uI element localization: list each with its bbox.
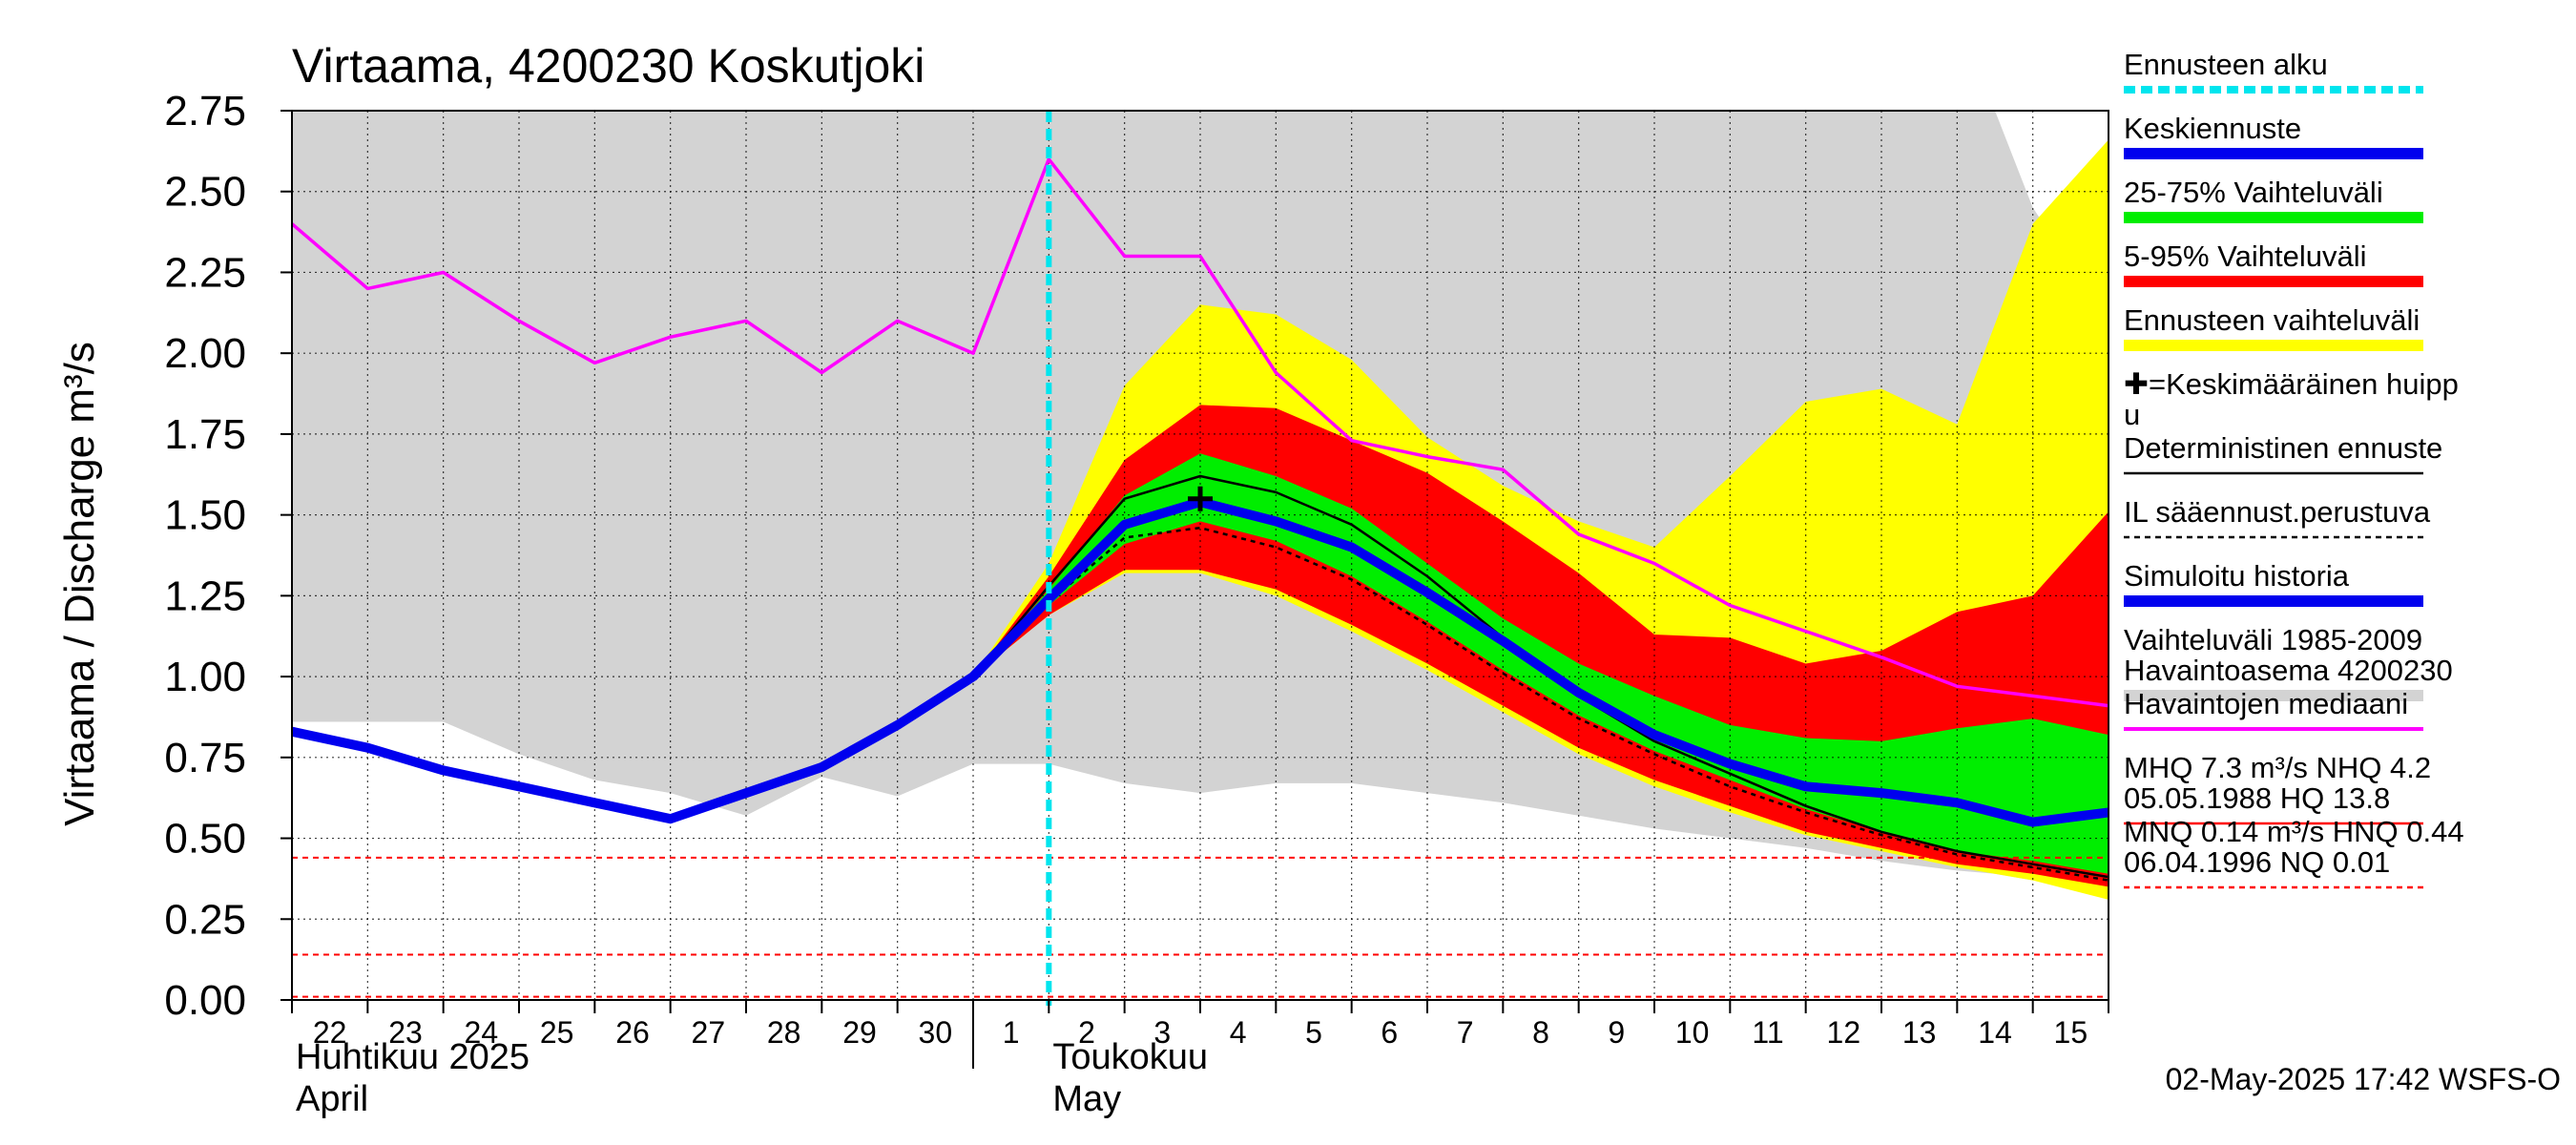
plot-area (291, 110, 2109, 1006)
x-tick-label: 3 (1153, 1015, 1171, 1050)
month-label-fi: Huhtikuu 2025 (296, 1037, 530, 1077)
x-tick-label: 15 (2054, 1015, 2088, 1050)
x-tick-label: 23 (388, 1015, 423, 1050)
x-tick-label: 8 (1532, 1015, 1549, 1050)
x-tick-label: 27 (692, 1015, 726, 1050)
x-tick-label: 2 (1078, 1015, 1095, 1050)
month-label-en: April (296, 1079, 368, 1119)
x-tick-label: 28 (767, 1015, 801, 1050)
x-tick-label: 29 (842, 1015, 877, 1050)
x-tick-label: 6 (1381, 1015, 1398, 1050)
legend-label-ennusteen-vaihteluva-li: Ennusteen vaihteluväli (2124, 303, 2420, 337)
legend-label-ennusteen-alku: Ennusteen alku (2124, 48, 2328, 81)
legend-label-havaintojen-mediaani: Havaintojen mediaani (2124, 687, 2408, 720)
x-tick-label: 1 (1003, 1015, 1020, 1050)
y-axis: 0.00 0.25 0.50 0.75 1.00 1.25 1.50 1.75 2.00 2.25… (164, 88, 292, 1024)
legend-label-5-95-vaihteluva-li: 5-95% Vaihteluväli (2124, 239, 2366, 273)
legend-label-deterministinen-ennuste: Deterministinen ennuste (2124, 431, 2442, 465)
y-axis-label: Virtaama / Discharge m³/s (56, 342, 103, 826)
series-line-havaintojen-mediaani (292, 157, 2109, 708)
x-tick-label: 12 (1827, 1015, 1861, 1050)
legend-label-keskima-a-ra-inen-huipp: ✚=Keskimääräinen huipp (2124, 367, 2459, 401)
series-line-keskiennuste (969, 497, 2109, 827)
y-tick-label: 2.75 (164, 88, 246, 135)
y-tick-label: 2.50 (164, 169, 246, 216)
legend-label-05-05-1988-hq-13-8: 05.05.1988 HQ 13.8 (2124, 781, 2390, 815)
legend-label-25-75-vaihteluva-li: 25-75% Vaihteluväli (2124, 176, 2383, 209)
x-axis: 22 23 24 25 26 27 28 29 30 1 2 3 4 5 6 7 8 9 10 11 12 13 14 15H… (291, 1000, 2109, 1119)
legend-label-havaintoasema-4200230: Havaintoasema 4200230 (2124, 654, 2453, 687)
month-label-fi: Toukokuu (1052, 1037, 1208, 1077)
legend: Ennusteen alku Keskiennuste 25-75% Vaihtel… (2124, 48, 2464, 889)
legend-label-keskiennuste: Keskiennuste (2124, 112, 2301, 145)
series-line-simuloitu-historia (292, 595, 1052, 824)
peak-marker (1188, 486, 1213, 511)
y-tick-label: 0.00 (164, 977, 246, 1024)
y-tick-label: 1.50 (164, 492, 246, 539)
x-tick-label: 4 (1230, 1015, 1247, 1050)
y-tick-label: 2.25 (164, 249, 246, 296)
y-tick-label: 2.00 (164, 330, 246, 377)
footer-timestamp: 02-May-2025 17:42 WSFS-O (2166, 1062, 2561, 1096)
y-tick-label: 1.25 (164, 572, 246, 619)
x-tick-label: 7 (1457, 1015, 1474, 1050)
y-tick-label: 1.75 (164, 411, 246, 458)
x-tick-label: 25 (540, 1015, 574, 1050)
x-tick-label: 22 (313, 1015, 347, 1050)
x-tick-label: 9 (1608, 1015, 1625, 1050)
y-tick-label: 0.25 (164, 896, 246, 943)
legend-label-mnq-0-14-m-s-hnq-0-44: MNQ 0.14 m³/s HNQ 0.44 (2124, 815, 2464, 848)
legend-label-u: u (2124, 398, 2140, 431)
x-tick-label: 26 (615, 1015, 650, 1050)
x-tick-label: 5 (1305, 1015, 1322, 1050)
legend-label-vaihteluva-li-1985-2009: Vaihteluväli 1985-2009 (2124, 623, 2422, 656)
month-label-en: May (1052, 1079, 1121, 1119)
x-tick-label: 10 (1675, 1015, 1710, 1050)
x-tick-label: 30 (919, 1015, 953, 1050)
y-tick-label: 0.75 (164, 735, 246, 781)
x-tick-label: 11 (1752, 1015, 1783, 1050)
plot-content (292, 111, 2109, 1000)
series-line-il-sa-a-ennust-perustuva (972, 526, 2109, 882)
legend-label-mhq-7-3-m-s-nhq-4-2: MHQ 7.3 m³/s NHQ 4.2 (2124, 751, 2431, 784)
x-tick-label: 24 (465, 1015, 499, 1050)
legend-label-06-04-1996-nq-0-01: 06.04.1996 NQ 0.01 (2124, 845, 2390, 879)
x-tick-label: 14 (1978, 1015, 2012, 1050)
y-tick-label: 0.50 (164, 816, 246, 863)
x-tick-label: 13 (1902, 1015, 1937, 1050)
chart-title: Virtaama, 4200230 Koskutjoki (292, 39, 924, 93)
legend-label-simuloitu-historia: Simuloitu historia (2124, 559, 2350, 593)
y-tick-label: 1.00 (164, 654, 246, 700)
legend-label-il-sa-a-ennust-perustuva: IL sääennust.perustuva (2124, 495, 2431, 529)
